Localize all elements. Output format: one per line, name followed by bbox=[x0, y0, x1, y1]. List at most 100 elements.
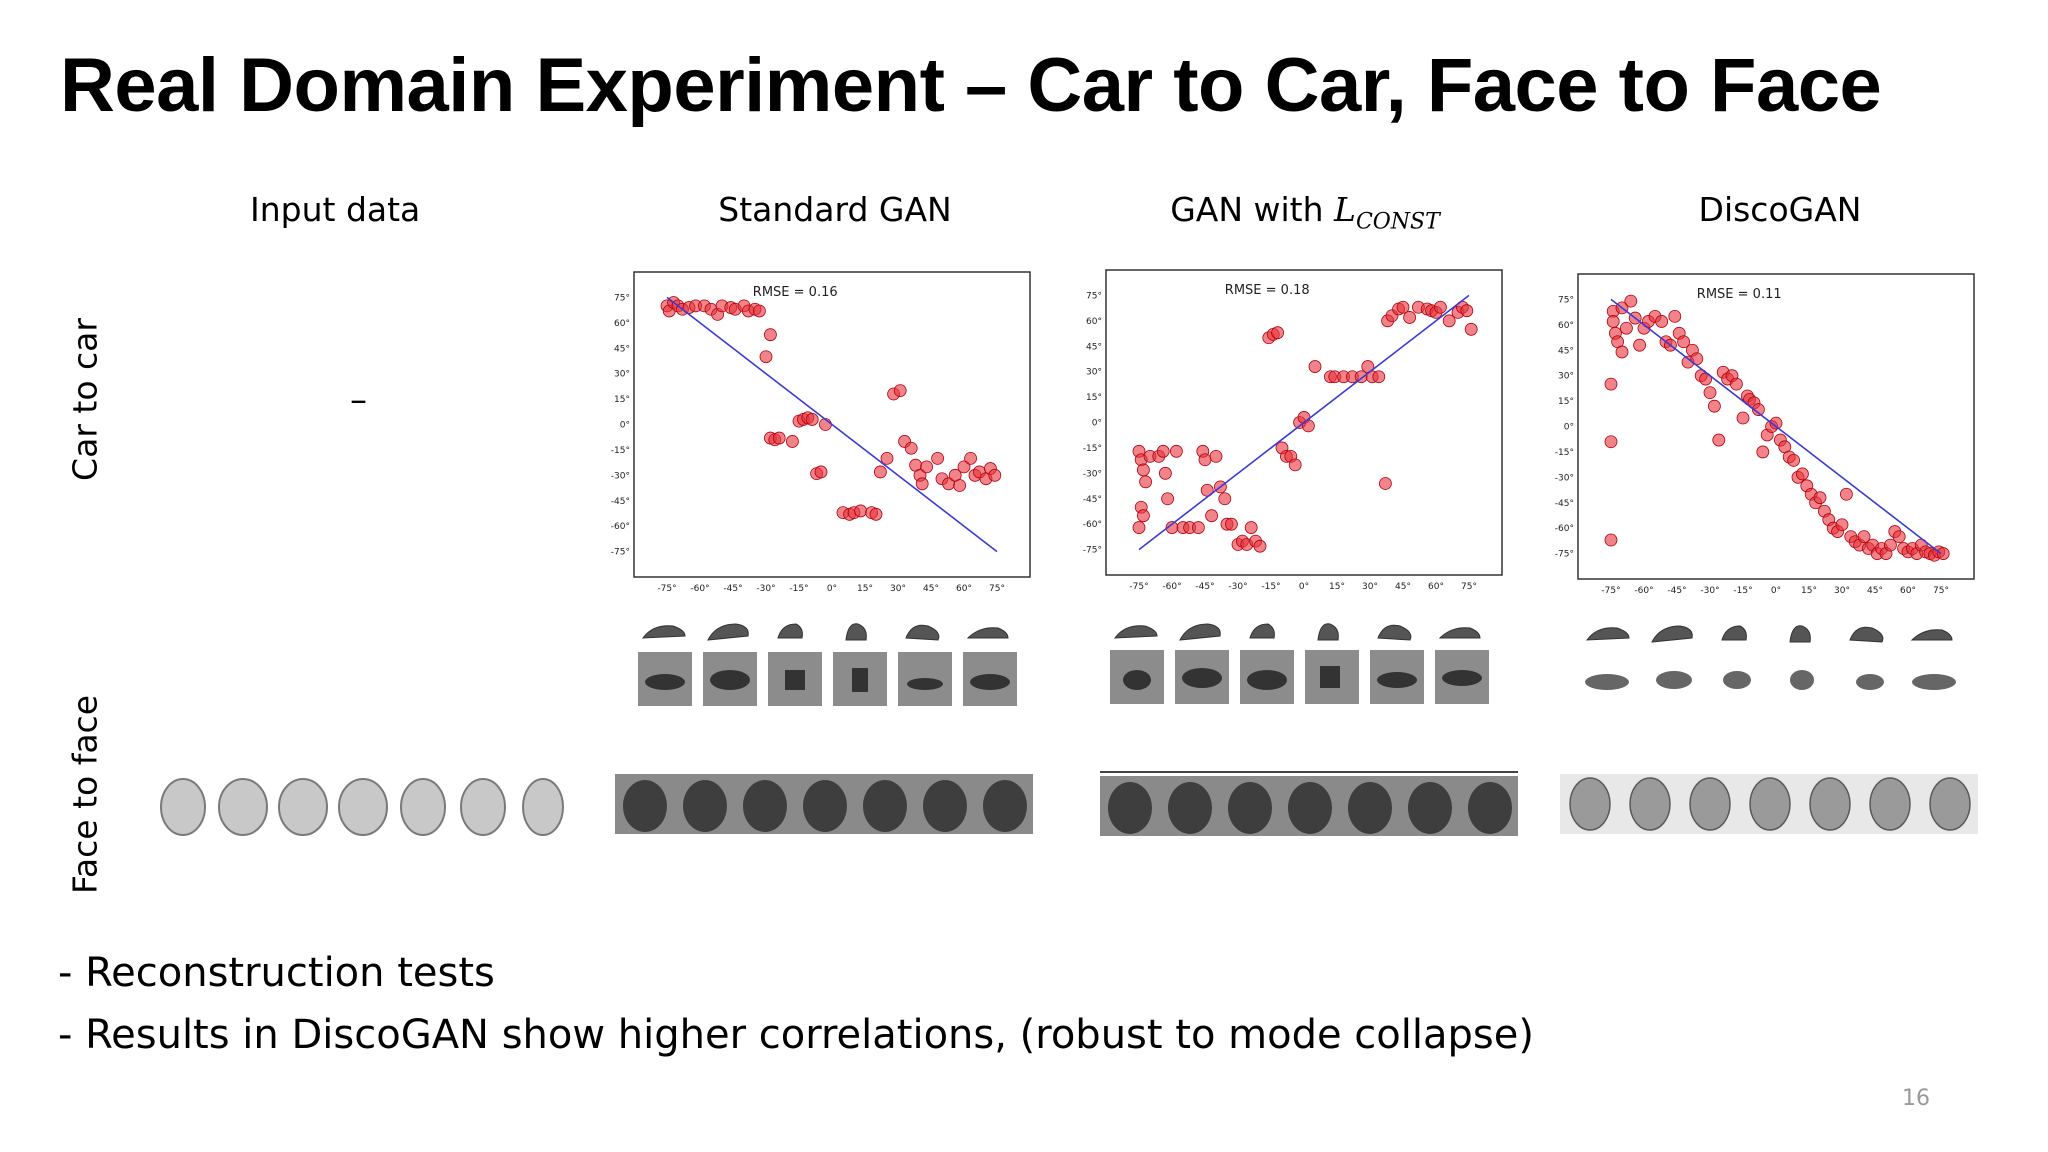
x-tick-label: 15° bbox=[1329, 582, 1345, 592]
car-input-thumbnails bbox=[1113, 623, 1481, 641]
data-point bbox=[1769, 416, 1783, 430]
car-input-row-standard bbox=[638, 610, 1018, 650]
y-tick-label: 30° bbox=[1558, 372, 1574, 382]
column-header-gan-const-prefix: GAN with bbox=[1170, 190, 1335, 229]
data-point bbox=[1712, 433, 1726, 447]
data-point bbox=[1271, 326, 1285, 340]
x-tick-label: 60° bbox=[1900, 586, 1916, 596]
car-input-thumbnails bbox=[641, 623, 1009, 641]
car-output-thumbnails bbox=[1110, 650, 1489, 704]
data-point bbox=[1159, 466, 1172, 480]
car-icon bbox=[905, 624, 940, 641]
chart-gan-const: 75° 60° 45° 30° 15° 0° -15° -30° -45° -60° -75° -75… bbox=[1078, 268, 1508, 598]
car-icon bbox=[1317, 623, 1339, 641]
data-point bbox=[1751, 403, 1765, 416]
face-output-images bbox=[1560, 774, 1978, 834]
face-output-strip-disco bbox=[1560, 774, 1978, 834]
column-header-input: Input data bbox=[250, 190, 421, 229]
bullet-list: - Reconstruction tests - Results in Disc… bbox=[58, 942, 1534, 1066]
x-tick-label: 0° bbox=[827, 584, 837, 594]
y-tick-label: 15° bbox=[1558, 397, 1574, 407]
data-point bbox=[1604, 435, 1618, 449]
data-point bbox=[1460, 304, 1474, 318]
data-point bbox=[1707, 399, 1721, 413]
data-point bbox=[873, 465, 887, 479]
face-icon bbox=[278, 778, 328, 836]
data-point bbox=[1668, 309, 1682, 323]
data-point bbox=[1615, 345, 1629, 359]
face-icon bbox=[400, 778, 446, 836]
y-tick-label: -30° bbox=[1555, 473, 1574, 483]
x-tick-label: -45° bbox=[1667, 586, 1686, 596]
face-output-strip-const bbox=[1100, 770, 1518, 836]
data-point bbox=[1224, 517, 1238, 531]
y-tick-label: 0° bbox=[620, 421, 630, 431]
car-icon bbox=[1910, 629, 1953, 641]
loss-symbol: L bbox=[1334, 190, 1356, 229]
data-point bbox=[1378, 477, 1392, 490]
data-point bbox=[1209, 449, 1223, 463]
x-tick-label: -75° bbox=[1129, 582, 1148, 592]
data-point bbox=[1655, 315, 1668, 328]
car-icon bbox=[707, 623, 749, 641]
car-icon bbox=[1113, 625, 1158, 639]
x-tick-label: 0° bbox=[1299, 582, 1309, 592]
slide-title: Real Domain Experiment – Car to Car, Fac… bbox=[60, 43, 1882, 128]
x-tick-label: 45° bbox=[923, 584, 939, 594]
y-tick-label: 30° bbox=[614, 370, 630, 380]
data-point bbox=[931, 451, 945, 465]
data-point bbox=[1606, 315, 1620, 328]
y-tick-label: 45° bbox=[1558, 346, 1574, 356]
car-input-row-const bbox=[1110, 610, 1490, 650]
face-input-images bbox=[160, 778, 564, 836]
y-tick-label: -30° bbox=[1083, 469, 1102, 479]
data-point bbox=[772, 431, 786, 445]
car-icon bbox=[1849, 626, 1884, 643]
chart-standard-gan: 75° 60° 45° 30° 15° 0° -15° -30° -45° -60° -75° -75… bbox=[606, 270, 1036, 600]
x-tick-label: -75° bbox=[1601, 586, 1620, 596]
car-output-thumbnails bbox=[1585, 670, 1956, 690]
x-tick-label: -30° bbox=[1700, 586, 1719, 596]
data-point bbox=[1936, 547, 1950, 560]
rmse-label: RMSE = 0.11 bbox=[1697, 287, 1782, 302]
data-point bbox=[1161, 492, 1174, 506]
data-point bbox=[904, 441, 918, 455]
x-tick-label: -60° bbox=[690, 584, 709, 594]
x-tick-label: 30° bbox=[1362, 582, 1378, 592]
x-tick-label: -60° bbox=[1162, 582, 1181, 592]
data-point bbox=[1795, 467, 1809, 481]
data-point bbox=[1677, 335, 1691, 349]
face-icon bbox=[522, 778, 564, 836]
data-point bbox=[1787, 453, 1801, 467]
face-icon bbox=[460, 778, 506, 836]
y-tick-label: -60° bbox=[1555, 524, 1574, 534]
data-point bbox=[893, 384, 907, 398]
y-tick-label: 75° bbox=[1086, 291, 1102, 301]
data-point bbox=[1604, 533, 1618, 547]
y-tick-label: -60° bbox=[611, 522, 630, 532]
x-tick-label: 0° bbox=[1771, 586, 1781, 596]
car-icon bbox=[1179, 623, 1221, 641]
data-point bbox=[1442, 314, 1456, 328]
data-point bbox=[1756, 445, 1770, 459]
data-point bbox=[1253, 539, 1267, 553]
car-icon bbox=[1438, 627, 1481, 639]
x-tick-label: 60° bbox=[956, 584, 972, 594]
y-tick-label: 60° bbox=[614, 319, 630, 329]
data-point bbox=[854, 504, 868, 518]
face-icon bbox=[218, 778, 268, 836]
data-point bbox=[1883, 538, 1897, 552]
fit-line bbox=[666, 296, 998, 553]
x-tick-label: 75° bbox=[1933, 586, 1949, 596]
column-header-gan-const: GAN with LCONST bbox=[1155, 190, 1455, 235]
scatter-chart-gan-const: 75° 60° 45° 30° 15° 0° -15° -30° -45° -60° -75° -75… bbox=[1083, 269, 1503, 592]
bullet-item: - Results in DiscoGAN show higher correl… bbox=[58, 1012, 1534, 1058]
car-icon bbox=[1585, 627, 1630, 641]
fit-line bbox=[1610, 298, 1942, 555]
x-tick-label: -15° bbox=[789, 584, 808, 594]
y-tick-label: -15° bbox=[611, 446, 630, 456]
y-tick-label: -75° bbox=[611, 548, 630, 558]
y-tick-label: 60° bbox=[1086, 317, 1102, 327]
scatter-chart-discogan: 75° 60° 45° 30° 15° 0° -15° -30° -45° -60° -75° -75… bbox=[1555, 273, 1975, 596]
x-tick-label: 60° bbox=[1428, 582, 1444, 592]
